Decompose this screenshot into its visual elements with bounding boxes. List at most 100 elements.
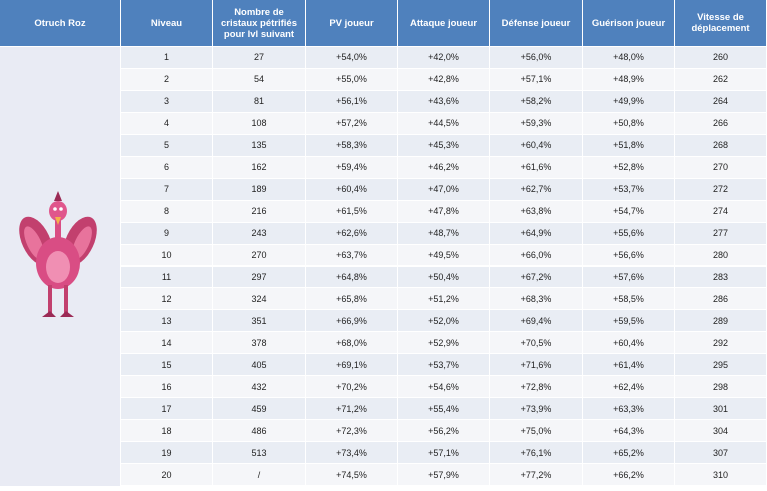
table-cell: +57,9%: [398, 464, 490, 486]
table-cell: +45,3%: [398, 134, 490, 157]
table-cell: +48,9%: [583, 68, 675, 91]
table-cell: +59,3%: [490, 112, 583, 135]
table-cell: +70,5%: [490, 332, 583, 355]
table-cell: 274: [675, 200, 767, 223]
table-cell: +60,4%: [490, 134, 583, 157]
table-cell: +66,9%: [306, 310, 398, 333]
table-cell: +46,2%: [398, 156, 490, 179]
table-cell: +62,7%: [490, 178, 583, 201]
table-cell: +53,7%: [583, 178, 675, 201]
table-cell: +63,8%: [490, 200, 583, 223]
table-cell: +49,5%: [398, 244, 490, 267]
table-cell: 272: [675, 178, 767, 201]
table-cell: 260: [675, 47, 767, 69]
table-cell: +61,5%: [306, 200, 398, 223]
table-cell: +58,5%: [583, 288, 675, 311]
table-cell: 7: [121, 178, 213, 201]
table-cell: 10: [121, 244, 213, 267]
table-cell: 6: [121, 156, 213, 179]
table-cell: +61,4%: [583, 354, 675, 377]
table-cell: 20: [121, 464, 213, 486]
table-cell: 459: [213, 398, 306, 421]
table-cell: 81: [213, 90, 306, 113]
table-cell: +50,8%: [583, 112, 675, 135]
column-header: Attaque joueur: [398, 0, 490, 47]
table-cell: 513: [213, 442, 306, 465]
table-cell: +70,2%: [306, 376, 398, 399]
table-cell: +65,8%: [306, 288, 398, 311]
table-cell: 378: [213, 332, 306, 355]
table-cell: 13: [121, 310, 213, 333]
table-cell: 289: [675, 310, 767, 333]
table-cell: 216: [213, 200, 306, 223]
table-cell: /: [213, 464, 306, 486]
table-cell: +68,3%: [490, 288, 583, 311]
table-cell: +59,5%: [583, 310, 675, 333]
table-cell: 307: [675, 442, 767, 465]
pet-image: [19, 191, 97, 317]
table-cell: +42,8%: [398, 68, 490, 91]
table-cell: 405: [213, 354, 306, 377]
table-cell: 12: [121, 288, 213, 311]
table-cell: 54: [213, 68, 306, 91]
table-cell: +52,9%: [398, 332, 490, 355]
table-cell: 280: [675, 244, 767, 267]
table-cell: +62,4%: [583, 376, 675, 399]
table-cell: +71,6%: [490, 354, 583, 377]
table-cell: +48,7%: [398, 222, 490, 245]
column-header: Niveau: [121, 0, 213, 47]
table-cell: +65,2%: [583, 442, 675, 465]
table-cell: 286: [675, 288, 767, 311]
table-cell: 189: [213, 178, 306, 201]
table-cell: +48,0%: [583, 47, 675, 69]
table-cell: 351: [213, 310, 306, 333]
column-header: Guérison joueur: [583, 0, 675, 47]
table-cell: +60,4%: [583, 332, 675, 355]
table-cell: 2: [121, 68, 213, 91]
table-cell: +64,8%: [306, 266, 398, 289]
pet-column: [0, 47, 121, 486]
table-cell: +52,8%: [583, 156, 675, 179]
table-cell: +54,0%: [306, 47, 398, 69]
table-cell: +50,4%: [398, 266, 490, 289]
table-cell: +72,3%: [306, 420, 398, 443]
table-cell: 19: [121, 442, 213, 465]
table-cell: 162: [213, 156, 306, 179]
table-cell: +73,9%: [490, 398, 583, 421]
table-cell: 283: [675, 266, 767, 289]
table-cell: +61,6%: [490, 156, 583, 179]
table-cell: +75,0%: [490, 420, 583, 443]
table-cell: +57,1%: [490, 68, 583, 91]
column-header: Vitesse de déplacement: [675, 0, 767, 47]
table-cell: 18: [121, 420, 213, 443]
table-cell: 15: [121, 354, 213, 377]
table-cell: +47,8%: [398, 200, 490, 223]
table-cell: +63,3%: [583, 398, 675, 421]
table-cell: +57,6%: [583, 266, 675, 289]
table-cell: 277: [675, 222, 767, 245]
table-cell: 486: [213, 420, 306, 443]
table-cell: +63,7%: [306, 244, 398, 267]
table-cell: +74,5%: [306, 464, 398, 486]
table-cell: 16: [121, 376, 213, 399]
table-cell: 243: [213, 222, 306, 245]
table-cell: +66,0%: [490, 244, 583, 267]
table-cell: 135: [213, 134, 306, 157]
table-cell: +71,2%: [306, 398, 398, 421]
table-cell: +44,5%: [398, 112, 490, 135]
table-cell: +55,4%: [398, 398, 490, 421]
table-cell: 1: [121, 47, 213, 69]
table-cell: +51,2%: [398, 288, 490, 311]
table-cell: +64,9%: [490, 222, 583, 245]
table-cell: 270: [675, 156, 767, 179]
table-cell: +53,7%: [398, 354, 490, 377]
table-cell: 4: [121, 112, 213, 135]
table-cell: +54,6%: [398, 376, 490, 399]
table-cell: 266: [675, 112, 767, 135]
table-cell: 295: [675, 354, 767, 377]
table-cell: 298: [675, 376, 767, 399]
column-header: Défense joueur: [490, 0, 583, 47]
table-cell: +58,3%: [306, 134, 398, 157]
table-cell: +54,7%: [583, 200, 675, 223]
